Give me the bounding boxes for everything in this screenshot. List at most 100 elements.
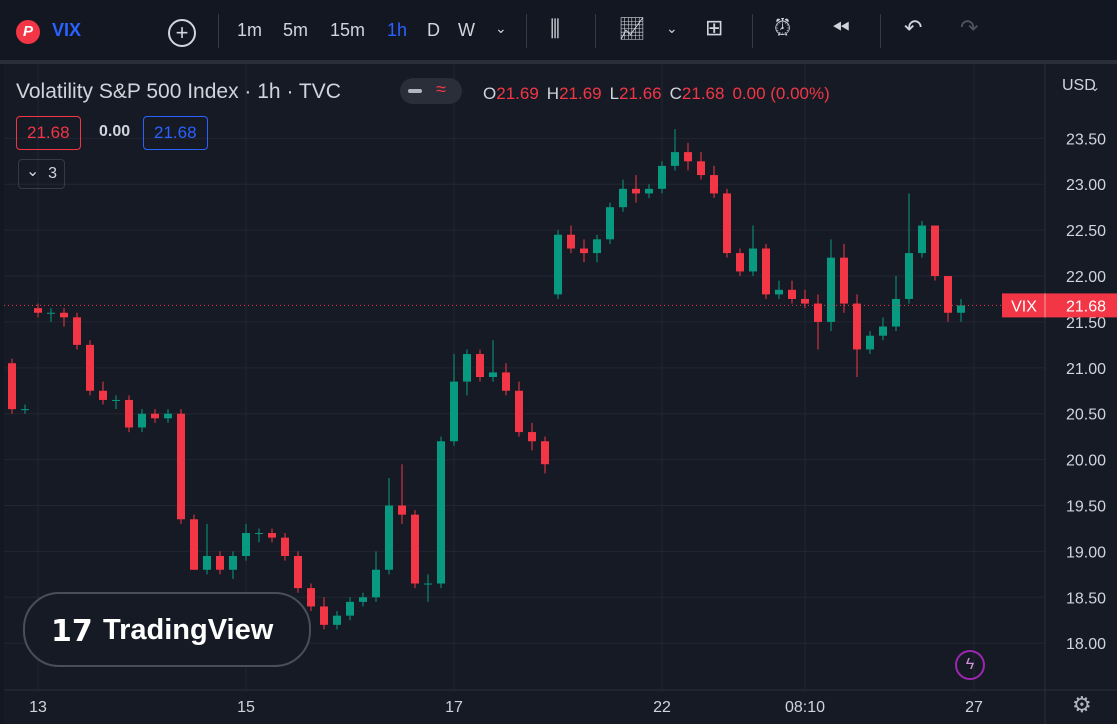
ohlc-value: 21.68	[681, 84, 725, 103]
candle-body	[21, 409, 29, 411]
candle-body	[957, 305, 965, 313]
candle-body	[151, 413, 159, 419]
candle-body	[775, 289, 783, 295]
candle-body	[73, 317, 81, 345]
y-tick-label: 21.00	[1066, 361, 1106, 378]
symbol[interactable]: VIX	[52, 20, 82, 40]
lightning-button[interactable]: ϟ	[955, 650, 985, 680]
ohlc-legend: O21.69 H21.69 L21.66 C21.68 0.00 (0.00%)	[483, 84, 830, 104]
candle-body	[450, 381, 458, 442]
indicators-menu[interactable]: ⌄	[666, 20, 678, 36]
candle-body	[684, 152, 692, 162]
separator	[595, 14, 596, 48]
settings[interactable]: ⚙︎	[1072, 692, 1092, 717]
candle-body	[229, 555, 237, 570]
currency[interactable]: USD	[1062, 77, 1096, 94]
candle-body	[749, 248, 757, 272]
interval[interactable]: W	[458, 20, 475, 40]
candle-body	[580, 248, 588, 254]
candle-body	[788, 289, 796, 299]
interval[interactable]: 5m	[283, 20, 309, 40]
candle-body	[658, 165, 666, 189]
chart-title: Volatility S&P 500 Index · 1h · TVC	[16, 80, 341, 103]
candle-body	[86, 344, 94, 391]
interval[interactable]: 1m	[237, 20, 263, 40]
candle-body	[34, 308, 42, 313]
candle-body	[515, 390, 523, 433]
y-tick-label: 18.50	[1066, 590, 1106, 607]
candle-body	[8, 363, 16, 410]
candle-body	[866, 335, 874, 350]
candle-body	[385, 505, 393, 570]
candle-body	[489, 372, 497, 377]
ohlc-key: C	[669, 84, 682, 103]
y-tick-label: 23.50	[1066, 131, 1106, 148]
candle-body	[476, 354, 484, 377]
ohlc-value: 21.69	[496, 84, 539, 103]
replay[interactable]: ⏪︎	[832, 15, 850, 40]
candle-body	[554, 234, 562, 295]
candle-body	[918, 225, 926, 254]
separator	[526, 14, 527, 48]
watermark-text: TradingView	[103, 614, 274, 646]
indicator-count: 3	[48, 165, 57, 182]
candle-body	[99, 390, 107, 400]
y-tick-label: 22.00	[1066, 269, 1106, 286]
buy-price[interactable]: 21.68	[143, 116, 208, 150]
separator	[752, 14, 753, 48]
candle-body	[60, 312, 68, 318]
candle-body	[697, 161, 705, 176]
chart-type[interactable]: ⫼	[550, 16, 561, 41]
interval-menu[interactable]: ⌄	[495, 20, 507, 36]
candle-body	[372, 569, 380, 598]
interval[interactable]: 1h	[387, 20, 408, 40]
x-tick-label: 08:10	[785, 699, 825, 716]
candle-body	[138, 413, 146, 428]
candle-body	[112, 399, 120, 401]
candle-body	[203, 555, 211, 570]
layouts[interactable]: ⊞	[705, 15, 724, 40]
interval[interactable]: 15m	[330, 20, 366, 40]
last-price-value: 21.68	[1066, 298, 1106, 315]
indicators[interactable]: 📈︎	[618, 16, 646, 41]
candle-body	[216, 555, 224, 570]
y-tick-label: 21.50	[1066, 315, 1106, 332]
change: 0.00 (0.00%)	[732, 84, 830, 103]
symbol-logo: P	[16, 20, 40, 44]
candle-body	[307, 588, 315, 607]
candle-body	[411, 514, 419, 584]
toggle-icon: ≈	[436, 79, 446, 99]
candle-body	[294, 555, 302, 589]
ohlc-key: L	[609, 84, 620, 103]
candle-body	[619, 188, 627, 208]
spread: 0.00	[99, 123, 131, 140]
visibility-toggle[interactable]: ≈	[400, 78, 462, 104]
currency-menu[interactable]: ⌄	[1090, 80, 1101, 94]
candle-body	[567, 234, 575, 249]
alert[interactable]: ⏰︎	[774, 15, 792, 40]
candle-body	[463, 354, 471, 382]
candle-body	[320, 606, 328, 625]
candle-body	[268, 533, 276, 538]
undo[interactable]: ↶	[904, 15, 923, 40]
interval[interactable]: D	[427, 20, 440, 40]
redo[interactable]: ↷	[960, 15, 979, 40]
candle-body	[827, 257, 835, 322]
candle-body	[710, 175, 718, 194]
sell-price[interactable]: 21.68	[16, 116, 81, 150]
x-tick-label: 15	[237, 699, 255, 716]
candle-body	[892, 298, 900, 327]
indicators-collapse[interactable]: ⌄ 3	[18, 159, 65, 189]
last-price-tag	[1002, 293, 1117, 318]
candle-body	[281, 537, 289, 556]
toggle-icon	[408, 89, 422, 93]
candle-body	[359, 597, 367, 602]
watermark-logo: 𝟭𝟳	[51, 615, 93, 648]
candle-body	[164, 413, 172, 419]
candle-body	[398, 505, 406, 515]
candle-body	[47, 312, 55, 314]
ohlc-value: 21.66	[619, 84, 662, 103]
add-symbol[interactable]: +	[168, 19, 196, 47]
x-tick-label: 13	[29, 699, 47, 716]
candle-body	[255, 533, 263, 535]
